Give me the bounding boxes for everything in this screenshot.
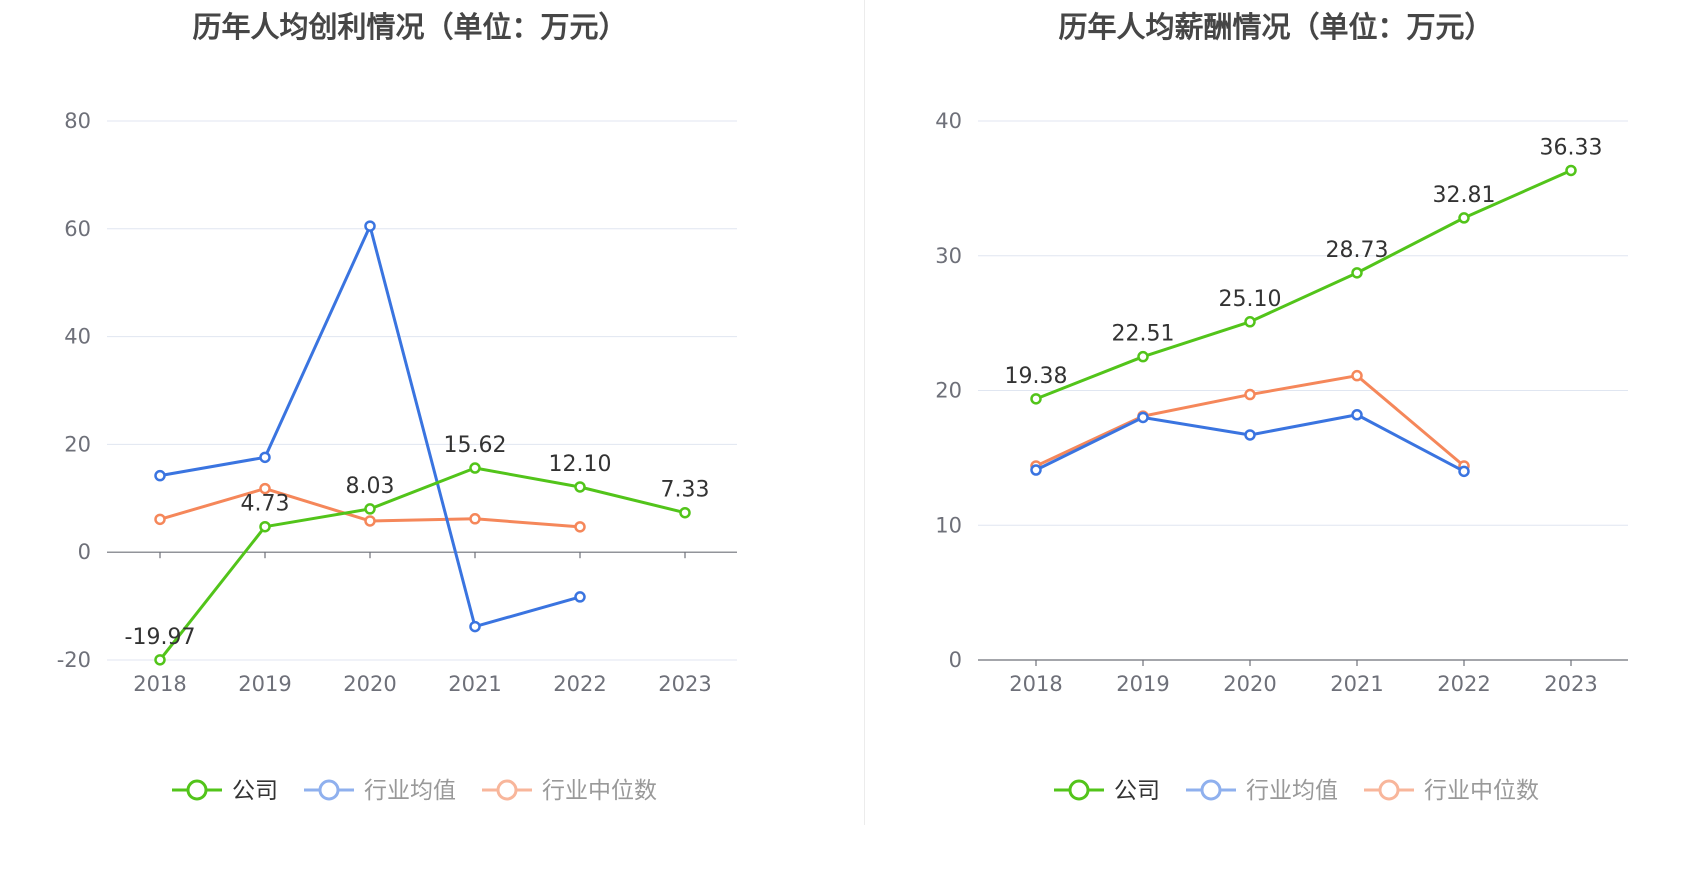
legend-label: 公司: [1114, 778, 1160, 804]
data-point: [259, 520, 271, 533]
data-point: [1351, 409, 1363, 421]
data-point: [1137, 350, 1149, 363]
y-tick-label: 40: [935, 109, 962, 133]
data-label: 12.10: [549, 452, 612, 477]
x-tick-label: 2023: [1544, 672, 1597, 696]
x-tick-label: 2021: [448, 672, 501, 696]
data-point: [1458, 465, 1470, 478]
series-line-company: [1035, 169, 1572, 401]
data-point: [469, 620, 481, 633]
data-point: [1351, 267, 1363, 279]
x-tick-label: 2018: [133, 672, 186, 696]
legend-marker-icon: [186, 779, 208, 801]
chart-title: 历年人均薪酬情况（单位：万元）: [1058, 10, 1493, 44]
salary-chart-panel: 历年人均薪酬情况（单位：万元） 0 10 20 30 40 2018 2019 2020 2021…: [866, 0, 1700, 874]
legend-label: 行业均值: [364, 778, 456, 804]
data-label: 22.51: [1112, 322, 1175, 347]
data-label: -19.97: [125, 625, 196, 650]
legend-marker-icon: [1068, 779, 1090, 801]
data-label: 32.81: [1433, 183, 1496, 208]
x-tick-label: 2020: [343, 672, 396, 696]
y-tick-label: 10: [935, 513, 962, 537]
x-tick-label: 2022: [1437, 672, 1490, 696]
legend-label: 行业中位数: [1424, 778, 1539, 804]
y-tick-label: -20: [57, 648, 91, 672]
data-point: [364, 503, 376, 515]
x-tick-label: 2023: [658, 672, 711, 696]
data-label: 19.38: [1005, 364, 1068, 389]
data-label: 28.73: [1326, 238, 1389, 263]
data-point: [1565, 164, 1577, 177]
data-point: [574, 481, 586, 493]
data-point: [154, 513, 166, 526]
data-label: 36.33: [1540, 135, 1603, 160]
x-tick-label: 2019: [1116, 672, 1169, 696]
data-point: [1030, 393, 1042, 405]
data-point: [574, 591, 586, 603]
x-tick-label: 2020: [1223, 672, 1276, 696]
x-tick-label: 2022: [553, 672, 606, 696]
data-point: [1458, 212, 1470, 224]
data-point: [364, 515, 376, 527]
legend-label: 行业均值: [1246, 778, 1338, 804]
data-point: [1137, 411, 1149, 424]
data-point: [574, 521, 586, 533]
x-tick-label: 2021: [1330, 672, 1383, 696]
y-tick-label: 40: [64, 325, 91, 349]
x-tick-label: 2019: [238, 672, 291, 696]
series-line-company: [158, 466, 686, 661]
data-point: [1351, 369, 1363, 382]
data-point: [154, 654, 166, 666]
y-tick-label: 30: [935, 244, 962, 268]
data-label: 4.73: [241, 492, 290, 517]
legend-marker-icon: [1378, 779, 1400, 801]
y-tick-label: 20: [935, 379, 962, 403]
chart-title: 历年人均创利情况（单位：万元）: [192, 10, 627, 44]
data-point: [259, 451, 271, 464]
x-tick-label: 2018: [1009, 672, 1062, 696]
data-label: 25.10: [1219, 287, 1282, 312]
data-label: 8.03: [346, 474, 395, 499]
panel-divider: [864, 0, 865, 825]
data-point: [1244, 316, 1256, 328]
profit-chart-panel: 历年人均创利情况（单位：万元） -20 0 20 40 60 80 2018 2019 2020 2…: [57, 10, 737, 804]
legend-label: 行业中位数: [542, 778, 657, 804]
legend-marker-icon: [496, 779, 518, 801]
data-point: [259, 482, 271, 495]
y-tick-label: 60: [64, 217, 91, 241]
y-tick-label: 20: [64, 432, 91, 456]
salary-per-capita-chart: 历年人均薪酬情况（单位：万元） 0 10 20 30 40 2018 2019 2020 2021…: [935, 10, 1628, 804]
legend-marker-icon: [1200, 779, 1222, 801]
data-label: 7.33: [661, 478, 710, 503]
y-tick-label: 0: [78, 540, 91, 564]
y-tick-label: 80: [64, 109, 91, 133]
data-point: [679, 506, 691, 519]
legend-marker-icon: [318, 779, 340, 801]
series-line-industry-average: [159, 224, 581, 629]
series-line-industry-average: [1035, 413, 1465, 473]
data-point: [1244, 429, 1256, 441]
data-point: [469, 513, 481, 525]
y-tick-label: 0: [949, 648, 962, 672]
profit-per-capita-chart: 历年人均创利情况（单位：万元） -20 0 20 40 60 80 2018 2019 2020 2…: [57, 10, 737, 804]
data-point: [364, 220, 376, 232]
data-point: [1244, 388, 1256, 401]
data-point: [469, 462, 481, 474]
legend-label: 公司: [232, 778, 278, 804]
data-label: 15.62: [444, 433, 507, 458]
data-point: [154, 469, 166, 482]
data-point: [1030, 464, 1042, 476]
